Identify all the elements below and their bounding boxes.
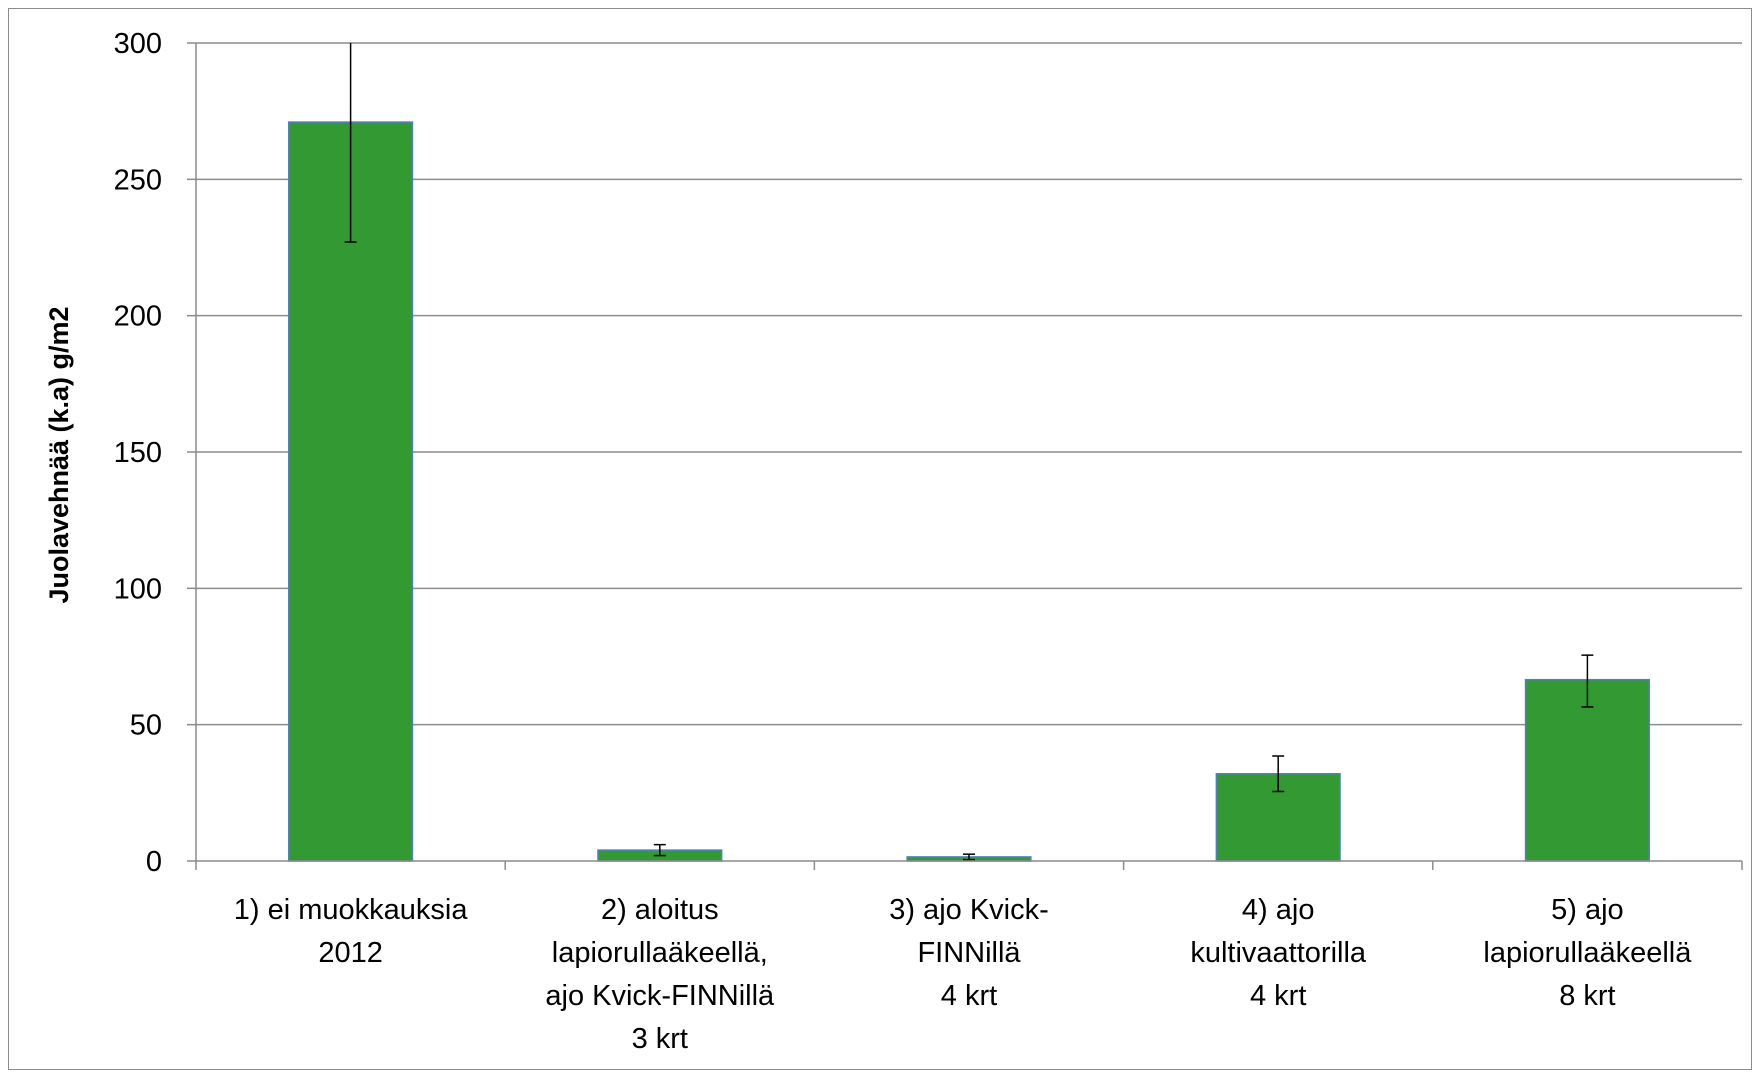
x-category-label-5-line-2: lapiorullaäkeellä xyxy=(1483,937,1692,969)
x-category-label-4-line-1: 4) ajo xyxy=(1242,894,1315,926)
y-tick-labels: 0 50 100 150 200 250 300 xyxy=(114,28,162,878)
x-category-label-3: 3) ajo Kvick- FINNillä 4 krt xyxy=(889,894,1049,1012)
x-category-label-4-line-3: 4 krt xyxy=(1250,980,1306,1012)
x-category-label-5-line-1: 5) ajo xyxy=(1551,894,1624,926)
error-bars xyxy=(344,43,1594,861)
y-tick-label-250: 250 xyxy=(114,164,162,196)
x-category-label-1-line-1: 1) ei muokkauksia xyxy=(234,894,469,926)
x-category-label-2-line-3: ajo Kvick-FINNillä xyxy=(545,980,775,1012)
y-tick-label-0: 0 xyxy=(146,846,162,878)
x-category-labels: 1) ei muokkauksia 2012 2) aloitus lapiorull… xyxy=(234,894,1693,1055)
x-category-label-1: 1) ei muokkauksia 2012 xyxy=(234,894,469,969)
x-category-label-3-line-1: 3) ajo Kvick- xyxy=(889,894,1049,926)
x-category-label-3-line-3: 4 krt xyxy=(941,980,997,1012)
y-tick-label-100: 100 xyxy=(114,573,162,605)
x-category-label-4: 4) ajo kultivaattorilla 4 krt xyxy=(1190,894,1367,1012)
x-category-label-2-line-4: 3 krt xyxy=(632,1023,688,1055)
gridlines xyxy=(196,42,1742,726)
x-category-label-1-line-2: 2012 xyxy=(318,937,383,969)
x-category-label-2-line-2: lapiorullaäkeellä, xyxy=(552,937,768,969)
x-category-label-2-line-1: 2) aloitus xyxy=(601,894,719,926)
x-category-label-5-line-3: 8 krt xyxy=(1559,980,1615,1012)
bars xyxy=(288,121,1650,862)
x-category-label-4-line-2: kultivaattorilla xyxy=(1190,937,1367,969)
bar-1 xyxy=(288,121,414,862)
y-tick-label-300: 300 xyxy=(114,28,162,60)
axes xyxy=(187,42,1743,870)
y-tick-label-150: 150 xyxy=(114,437,162,469)
x-category-label-3-line-2: FINNillä xyxy=(917,937,1021,969)
x-category-label-2: 2) aloitus lapiorullaäkeellä, ajo Kvick-FI… xyxy=(545,894,775,1055)
y-tick-label-200: 200 xyxy=(114,301,162,333)
y-axis-title: Juolavehnää (k.a) g/m2 xyxy=(44,306,74,603)
y-tick-label-50: 50 xyxy=(130,710,162,742)
x-category-label-5: 5) ajo lapiorullaäkeellä 8 krt xyxy=(1483,894,1692,1012)
